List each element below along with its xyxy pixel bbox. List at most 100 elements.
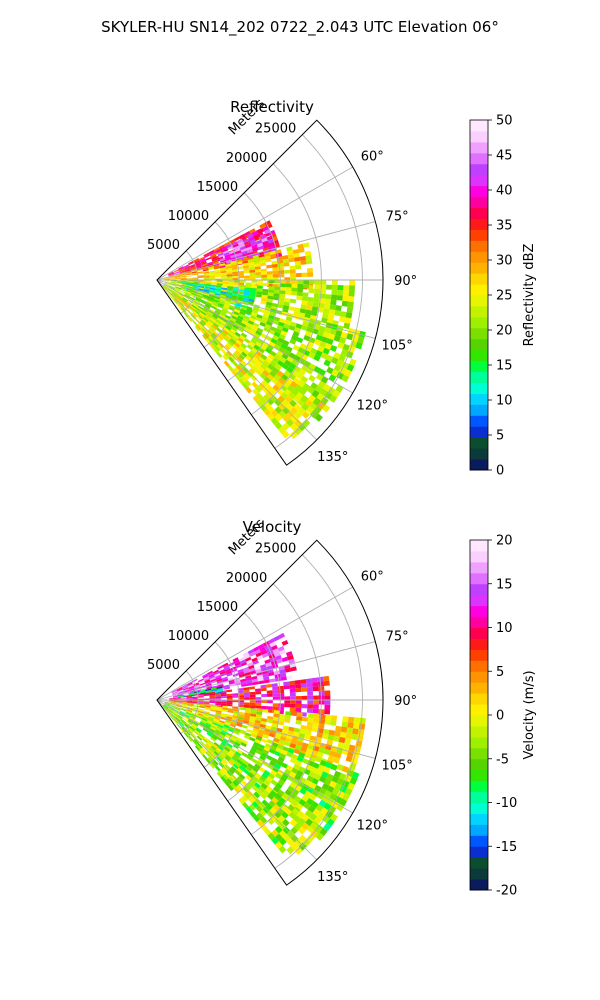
data-cell	[266, 390, 274, 399]
data-cell	[253, 233, 261, 239]
data-cell	[275, 340, 283, 347]
data-cell	[203, 273, 210, 276]
data-cell	[288, 811, 297, 820]
data-cell	[266, 693, 273, 697]
data-cell	[248, 236, 255, 242]
data-cell	[232, 334, 240, 340]
data-cell	[267, 317, 274, 323]
data-cell	[278, 297, 285, 302]
data-cell	[348, 744, 356, 752]
data-cell	[214, 296, 221, 300]
data-cell	[289, 781, 297, 789]
data-cell	[170, 701, 177, 703]
data-cell	[341, 300, 349, 307]
data-cell	[225, 334, 232, 341]
data-cell	[192, 723, 198, 728]
data-cell	[245, 774, 252, 782]
data-cell	[327, 734, 335, 741]
data-cell	[277, 300, 285, 306]
data-region	[163, 702, 360, 841]
data-cell	[216, 351, 223, 358]
data-region	[164, 280, 356, 330]
data-cell	[209, 762, 215, 769]
data-cell	[214, 673, 221, 678]
data-cell	[206, 301, 212, 306]
data-cell	[321, 782, 330, 791]
data-cell	[225, 670, 232, 675]
data-cell	[267, 405, 275, 413]
data-cell	[278, 410, 287, 419]
data-cell	[232, 288, 239, 292]
data-cell	[268, 341, 276, 348]
data-cell	[303, 360, 311, 368]
data-cell	[326, 818, 335, 827]
data-cell	[200, 310, 207, 316]
data-cell	[170, 703, 176, 707]
angle-tick-label: 120°	[357, 818, 388, 833]
data-cell	[269, 350, 277, 357]
data-cell	[276, 759, 283, 766]
data-cell	[266, 264, 273, 269]
data-cell	[208, 309, 214, 315]
data-cell	[289, 707, 296, 712]
data-cell	[296, 712, 303, 717]
data-cell	[197, 314, 204, 320]
data-cell	[177, 714, 183, 719]
data-cell	[192, 312, 198, 317]
data-cell	[218, 342, 225, 349]
data-cell	[234, 280, 241, 283]
data-cell	[203, 332, 209, 339]
data-cell	[238, 797, 246, 805]
data-cell	[295, 700, 302, 705]
data-cell	[226, 697, 233, 700]
data-cell	[227, 708, 234, 712]
data-cell	[186, 273, 192, 276]
data-cell	[275, 825, 283, 834]
angle-tick-label: 60°	[361, 570, 384, 585]
data-cell	[262, 240, 269, 246]
data-cell	[290, 666, 297, 672]
data-cell	[281, 640, 289, 646]
data-cell	[174, 288, 180, 293]
data-cell	[278, 717, 285, 722]
data-cell	[176, 303, 182, 309]
data-cell	[163, 279, 170, 280]
data-cell	[224, 262, 231, 266]
data-cell	[203, 676, 210, 680]
data-cell	[279, 714, 286, 719]
data-cell	[180, 277, 187, 279]
data-cell	[189, 307, 195, 313]
data-cell	[289, 265, 296, 270]
data-cell	[178, 293, 184, 298]
data-cell	[298, 423, 307, 432]
data-cell	[229, 683, 236, 687]
data-cell	[217, 334, 224, 341]
data-cell	[237, 296, 244, 300]
data-cell	[209, 747, 216, 753]
data-cell	[300, 395, 309, 404]
data-cell	[242, 262, 249, 267]
colorbar-tick-label: 40	[496, 184, 513, 199]
data-cell	[219, 266, 226, 270]
data-cell	[187, 285, 194, 288]
data-cell	[289, 684, 296, 689]
data-cell	[174, 288, 181, 292]
data-cell	[266, 235, 274, 241]
data-cell	[196, 266, 203, 270]
data-cell	[205, 314, 211, 320]
data-cell	[283, 349, 291, 357]
data-cell	[231, 755, 239, 762]
data-cell	[175, 278, 181, 280]
data-cell	[305, 255, 312, 261]
data-cell	[288, 352, 296, 359]
data-cell	[278, 333, 286, 340]
data-cell	[187, 316, 193, 323]
data-cell	[289, 819, 298, 827]
range-ring	[251, 163, 322, 416]
data-cell	[288, 257, 295, 263]
data-cell	[295, 683, 302, 689]
data-cell	[232, 700, 239, 703]
colorbar-tick-label: -5	[496, 752, 509, 767]
data-cell	[217, 737, 224, 742]
data-cell	[250, 713, 257, 718]
